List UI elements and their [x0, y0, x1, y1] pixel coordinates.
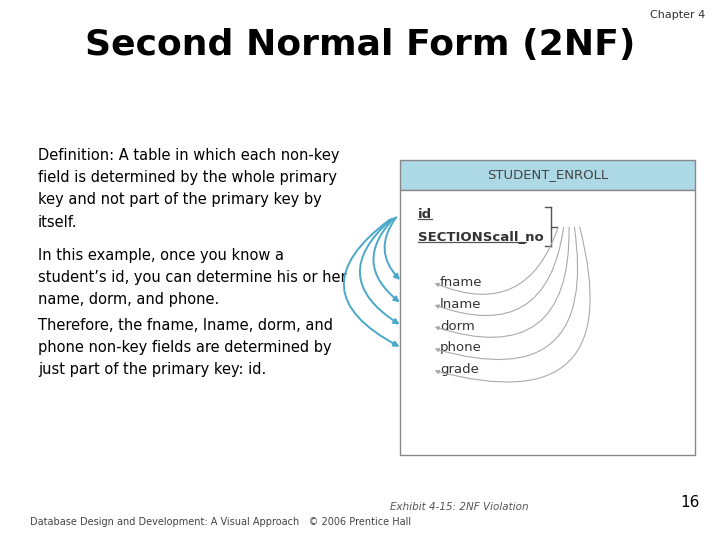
FancyArrowPatch shape [436, 227, 577, 360]
Text: fname: fname [440, 275, 482, 288]
Text: In this example, once you know a
student’s id, you can determine his or her
name: In this example, once you know a student… [38, 248, 346, 307]
FancyArrowPatch shape [374, 218, 398, 301]
Text: phone: phone [440, 341, 482, 354]
Text: lname: lname [440, 298, 482, 310]
Text: dorm: dorm [440, 320, 474, 333]
FancyArrowPatch shape [436, 227, 558, 294]
FancyArrowPatch shape [360, 219, 398, 323]
Text: Exhibit 4-15: 2NF Violation: Exhibit 4-15: 2NF Violation [390, 502, 528, 512]
Text: Second Normal Form (2NF): Second Normal Form (2NF) [85, 28, 635, 62]
Text: STUDENT_ENROLL: STUDENT_ENROLL [487, 168, 608, 181]
FancyArrowPatch shape [436, 227, 564, 315]
Bar [400, 160, 695, 190]
Text: grade: grade [440, 363, 479, 376]
FancyArrowPatch shape [436, 227, 590, 382]
Text: Therefore, the fname, lname, dorm, and
phone non-key fields are determined by
ju: Therefore, the fname, lname, dorm, and p… [38, 318, 333, 377]
Text: id: id [418, 208, 432, 221]
FancyArrowPatch shape [384, 217, 399, 279]
Bar [400, 190, 695, 455]
Text: Database Design and Development: A Visual Approach   © 2006 Prentice Hall: Database Design and Development: A Visua… [30, 517, 411, 527]
Text: Definition: A table in which each non-key
field is determined by the whole prima: Definition: A table in which each non-ke… [38, 148, 340, 230]
FancyArrowPatch shape [436, 227, 569, 338]
Text: 16: 16 [680, 495, 700, 510]
Text: SECTIONScall_no: SECTIONScall_no [418, 232, 544, 245]
FancyArrowPatch shape [343, 220, 397, 346]
Text: Chapter 4: Chapter 4 [649, 10, 705, 20]
